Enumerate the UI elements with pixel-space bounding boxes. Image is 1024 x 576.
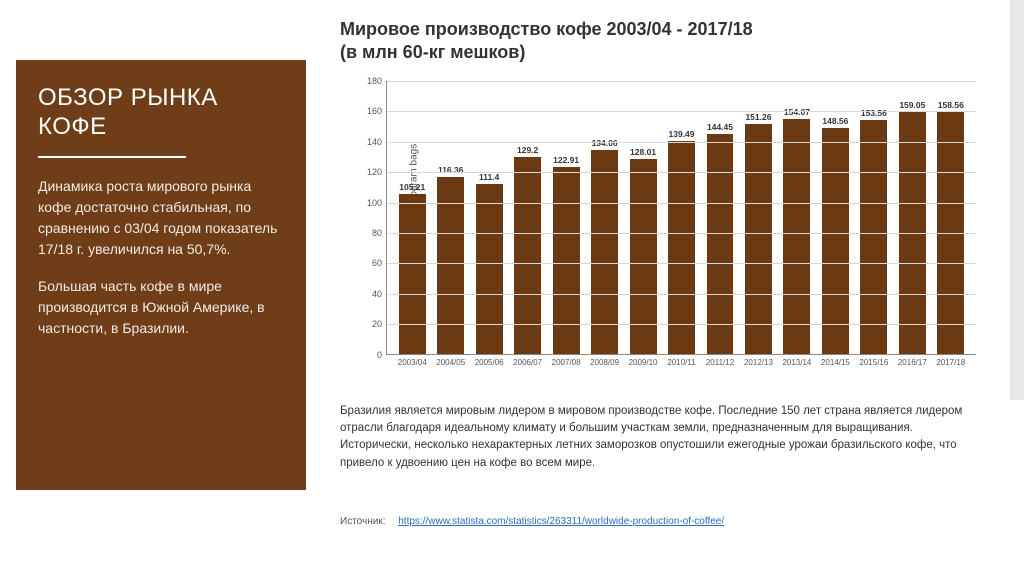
chart-bar-group: 128.012009/10 [624,81,662,354]
chart-bar [860,120,887,354]
chart-xtick: 2017/18 [936,358,965,367]
chart-bar [668,141,695,353]
chart-bar-group: 144.452011/12 [701,81,739,354]
sidebar-divider [38,156,186,158]
sidebar-title: ОБЗОР РЫНКА КОФЕ [38,84,284,142]
chart-ytick: 160 [362,106,382,116]
chart-bar-group: 151.262012/13 [739,81,777,354]
chart-gridline [387,203,976,204]
chart-xtick: 2015/16 [859,358,888,367]
chart-bar-value: 144.45 [707,122,733,132]
chart-bar-group: 122.912007/08 [547,81,585,354]
chart-bar-value: 158.56 [938,100,964,110]
chart-gridline [387,172,976,173]
chart-bar-value: 139.49 [669,129,695,139]
chart-bar-group: 129.22006/07 [508,81,546,354]
chart-bar-group: 134.062008/09 [585,81,623,354]
chart-xtick: 2012/13 [744,358,773,367]
chart-ytick: 40 [362,289,382,299]
chart-gridline [387,81,976,82]
chart-xtick: 2005/06 [475,358,504,367]
chart-bar-value: 159.05 [899,100,925,110]
chart-xtick: 2013/14 [782,358,811,367]
chart-xtick: 2014/15 [821,358,850,367]
chart-ytick: 80 [362,228,382,238]
side-accent-bar [1010,0,1024,400]
chart-bar [745,124,772,354]
chart-bar-group: 105.212003/04 [393,81,431,354]
chart-xtick: 2008/09 [590,358,619,367]
chart-title: Мировое производство кофе 2003/04 - 2017… [340,18,994,65]
chart-bars: 105.212003/04116.362004/05111.42005/0612… [387,81,976,354]
chart-ytick: 60 [362,258,382,268]
chart-bar-value: 105.21 [399,182,425,192]
chart-xtick: 2004/05 [436,358,465,367]
chart-bar-group: 153.562015/16 [855,81,893,354]
chart-bar-group: 158.562017/18 [932,81,970,354]
chart-bar-value: 122.91 [553,155,579,165]
chart-ytick: 140 [362,137,382,147]
chart-bar-value: 148.56 [822,116,848,126]
chart-bar [783,119,810,354]
chart-bar-group: 111.42005/06 [470,81,508,354]
chart-bar [707,134,734,354]
chart-xtick: 2010/11 [667,358,695,367]
chart-xtick: 2006/07 [513,358,542,367]
source-label: Источник: [340,516,385,527]
chart-bar-group: 148.562014/15 [816,81,854,354]
chart-title-line1: Мировое производство кофе 2003/04 - 2017… [340,19,753,39]
chart-bar-value: 128.01 [630,147,656,157]
chart-bar-group: 139.492010/11 [662,81,700,354]
chart-bar-group: 159.052016/17 [893,81,931,354]
chart-ytick: 120 [362,167,382,177]
chart-bar [553,167,580,354]
sidebar-panel: ОБЗОР РЫНКА КОФЕ Динамика роста мирового… [16,60,306,490]
chart-gridline [387,263,976,264]
chart-gridline [387,233,976,234]
sidebar-para-2: Большая часть кофе в мире производится в… [38,276,284,339]
chart-ytick: 0 [362,350,382,360]
chart-plot-area: 105.212003/04116.362004/05111.42005/0612… [386,81,976,355]
chart-ytick: 20 [362,319,382,329]
source-link[interactable]: https://www.statista.com/statistics/2633… [398,516,724,527]
chart-ytick: 180 [362,76,382,86]
chart-gridline [387,324,976,325]
chart-caption: Бразилия является мировым лидером в миро… [340,403,980,472]
sidebar-para-1: Динамика роста мирового рынка кофе доста… [38,176,284,260]
chart-xtick: 2011/12 [706,358,734,367]
source-row: Источник: https://www.statista.com/stati… [340,516,994,527]
chart-xtick: 2009/10 [629,358,658,367]
chart-bar-value: 111.4 [479,172,499,182]
chart-gridline [387,294,976,295]
chart-bar-value: 134.06 [592,138,618,148]
chart-bar-value: 116.36 [438,165,464,175]
chart-bar-group: 154.072013/14 [778,81,816,354]
chart-bar [591,150,618,354]
chart-bar-value: 129.2 [517,145,538,155]
chart-bar-group: 116.362004/05 [431,81,469,354]
chart-bar [476,184,503,354]
chart-xtick: 2003/04 [398,358,427,367]
chart-bar-value: 151.26 [745,112,771,122]
chart-bar [399,194,426,354]
chart-xtick: 2016/17 [898,358,927,367]
chart-bar-value: 153.56 [861,108,887,118]
chart-gridline [387,142,976,143]
chart-title-line2: (в млн 60-кг мешков) [340,42,525,62]
bar-chart: Production in million 60 kilogram bags 1… [340,73,980,383]
main-content: Мировое производство кофе 2003/04 - 2017… [340,18,994,527]
chart-ytick: 100 [362,198,382,208]
chart-gridline [387,111,976,112]
chart-bar [822,128,849,354]
chart-xtick: 2007/08 [552,358,581,367]
chart-bar-value: 154.07 [784,107,810,117]
